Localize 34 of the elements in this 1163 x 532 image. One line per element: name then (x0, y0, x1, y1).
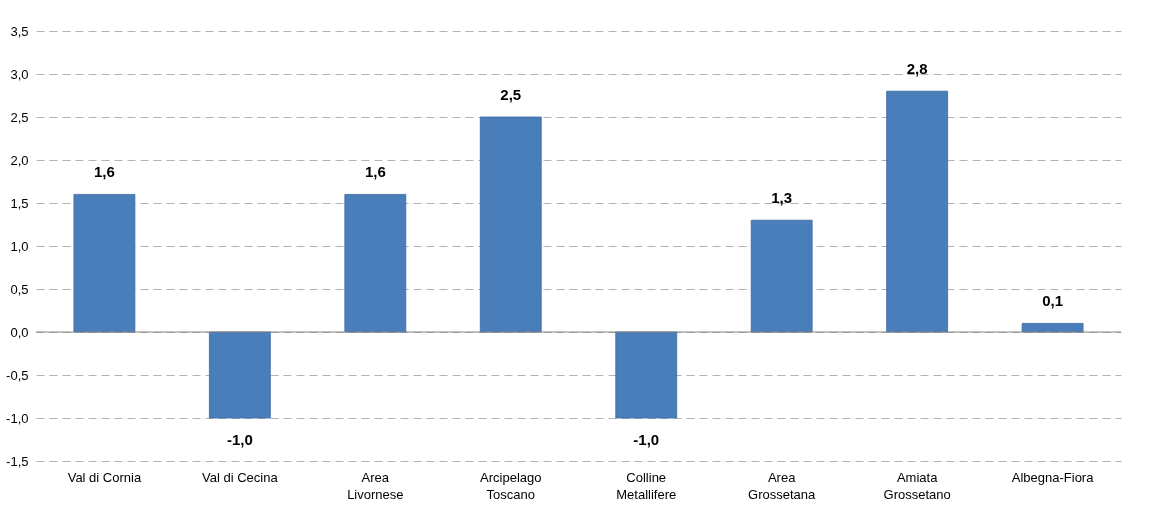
y-tick-label: 3,0 (10, 66, 29, 82)
y-tick-label: -1,0 (6, 410, 29, 426)
y-tick-label: 2,5 (10, 109, 29, 125)
y-tick-label: -1,5 (6, 453, 29, 469)
bar (344, 194, 407, 333)
y-tick-label: 3,5 (10, 23, 29, 39)
y-tick-label: 2,0 (10, 152, 29, 168)
bar (750, 219, 813, 333)
data-label: 2,5 (500, 86, 522, 103)
y-tick-label: 1,0 (10, 238, 29, 254)
data-label: 0,1 (1042, 292, 1064, 310)
x-tick-label: Albegna-Fiora (1011, 469, 1095, 485)
bar (479, 116, 542, 333)
bar (208, 331, 271, 419)
x-tick-label: Val di Cecina (202, 469, 279, 485)
y-tick-label: 0,0 (10, 324, 29, 340)
data-label: 1,3 (771, 189, 793, 207)
x-tick-label: Colline Metallifere (616, 469, 677, 502)
x-tick-label: Area Livornese (347, 469, 404, 502)
y-tick-label: 0,5 (10, 281, 29, 297)
data-label: -1,0 (226, 431, 253, 448)
bar (73, 194, 136, 333)
bar (886, 90, 949, 333)
y-tick-label: -0,5 (6, 367, 29, 383)
bar (615, 331, 678, 419)
x-tick-label: Area Grossetana (748, 469, 817, 502)
x-tick-label: Arcipelago Toscano (480, 469, 542, 502)
y-tick-label: 1,5 (10, 195, 29, 211)
data-label: 2,8 (906, 60, 928, 78)
data-label: 1,6 (364, 163, 386, 181)
x-tick-label: Amiata Grossetano (883, 469, 951, 502)
data-label: 1,6 (93, 163, 115, 181)
x-tick-label: Val di Cornia (67, 469, 142, 485)
data-label: -1,0 (633, 431, 660, 448)
